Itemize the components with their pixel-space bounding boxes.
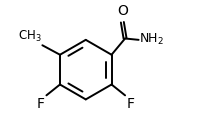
Text: NH$_2$: NH$_2$ bbox=[139, 32, 164, 47]
Text: CH$_3$: CH$_3$ bbox=[18, 29, 42, 44]
Text: F: F bbox=[37, 97, 45, 111]
Text: O: O bbox=[117, 4, 128, 18]
Text: F: F bbox=[126, 97, 134, 111]
